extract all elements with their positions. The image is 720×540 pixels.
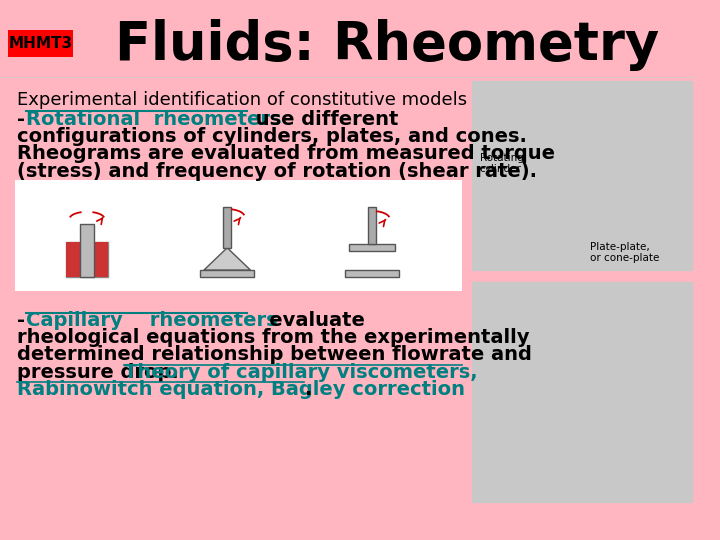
Text: Rotating
cylinder: Rotating cylinder — [480, 153, 523, 174]
Bar — [369, 207, 376, 244]
Bar — [472, 82, 692, 270]
Text: (stress) and frequency of rotation (shear rate).: (stress) and frequency of rotation (shea… — [17, 161, 537, 181]
Text: Experimental identification of constitutive models: Experimental identification of constitut… — [17, 91, 467, 109]
Text: use different: use different — [249, 110, 399, 129]
Text: Fluids: Rheometry: Fluids: Rheometry — [114, 19, 659, 71]
Text: Plate-plate,
or cone-plate: Plate-plate, or cone-plate — [590, 242, 659, 264]
Bar — [94, 242, 108, 277]
Text: MHMT3: MHMT3 — [9, 36, 73, 51]
Text: pressure drop.: pressure drop. — [17, 363, 186, 382]
Bar — [200, 270, 254, 277]
Bar — [345, 270, 400, 277]
Bar — [80, 224, 94, 277]
Text: .: . — [305, 380, 312, 399]
Text: -: - — [17, 110, 25, 129]
Text: configurations of cylinders, plates, and cones.: configurations of cylinders, plates, and… — [17, 127, 527, 146]
FancyBboxPatch shape — [8, 30, 73, 57]
Bar — [14, 180, 462, 291]
Bar — [349, 244, 395, 251]
Bar — [0, 9, 696, 77]
Bar — [472, 281, 692, 502]
Text: Rheograms are evaluated from measured torque: Rheograms are evaluated from measured to… — [17, 144, 555, 163]
Text: rheological equations from the experimentally: rheological equations from the experimen… — [17, 328, 530, 347]
Text: Theory of capillary viscometers,: Theory of capillary viscometers, — [124, 363, 477, 382]
Text: evaluate: evaluate — [249, 310, 365, 329]
Text: Rotational  rheometers: Rotational rheometers — [26, 110, 282, 129]
Text: -: - — [17, 310, 25, 329]
Polygon shape — [204, 248, 251, 270]
Bar — [223, 207, 231, 248]
Text: determined relationship between flowrate and: determined relationship between flowrate… — [17, 346, 532, 365]
Text: Rabinowitch equation, Bagley correction: Rabinowitch equation, Bagley correction — [17, 380, 465, 399]
Bar — [66, 242, 108, 277]
Bar — [66, 242, 80, 277]
Text: Capillary    rheometers: Capillary rheometers — [26, 310, 278, 329]
